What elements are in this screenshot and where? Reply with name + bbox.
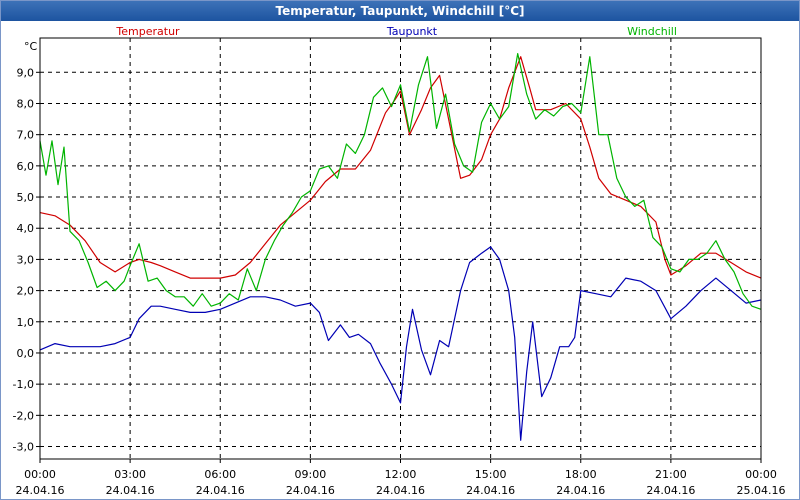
y-axis-label: °C [24, 40, 38, 53]
y-tick-label: -2,0 [13, 409, 34, 422]
x-tick-date: 24.04.16 [106, 484, 155, 497]
series-line-taupunkt [39, 246, 762, 441]
grid [40, 38, 761, 459]
y-tick-label: -3,0 [13, 441, 34, 454]
y-tick-label: 6,0 [17, 160, 35, 173]
x-tick-time: 03:00 [114, 468, 146, 481]
x-axis-ticks: 00:00 24.04.16 03:00 24.04.16 06:00 24.04.16 0… [16, 459, 786, 497]
series-line-temperatur [39, 56, 762, 279]
x-tick-date: 24.04.16 [196, 484, 245, 497]
y-tick-label: 3,0 [17, 253, 35, 266]
y-tick-label: 0,0 [17, 347, 35, 360]
x-tick-date: 24.04.16 [286, 484, 335, 497]
window-title: Temperatur, Taupunkt, Windchill [°C] [1, 1, 799, 21]
x-tick-time: 06:00 [204, 468, 236, 481]
series [39, 53, 762, 441]
x-tick-date: 24.04.16 [376, 484, 425, 497]
y-tick-label: 5,0 [17, 191, 35, 204]
x-tick-time: 12:00 [385, 468, 417, 481]
legend-temperatur: Temperatur [115, 25, 180, 38]
plot-frame [39, 37, 762, 460]
y-tick-label: -1,0 [13, 378, 34, 391]
x-tick-date: 25.04.16 [737, 484, 786, 497]
y-tick-label: 1,0 [17, 316, 35, 329]
x-tick-time: 15:00 [475, 468, 507, 481]
x-tick-time: 00:00 [24, 468, 56, 481]
x-tick-time: 00:00 [745, 468, 777, 481]
y-tick-label: 7,0 [17, 129, 35, 142]
x-tick-date: 24.04.16 [466, 484, 515, 497]
x-tick-date: 24.04.16 [556, 484, 605, 497]
x-tick-date: 24.04.16 [646, 484, 695, 497]
y-tick-label: 4,0 [17, 222, 35, 235]
y-tick-label: 8,0 [17, 97, 35, 110]
legend: Temperatur Taupunkt Windchill [115, 25, 677, 38]
x-tick-time: 09:00 [295, 468, 327, 481]
legend-taupunkt: Taupunkt [386, 25, 438, 38]
legend-windchill: Windchill [627, 25, 677, 38]
y-tick-label: 2,0 [17, 285, 35, 298]
series-line-windchill [39, 53, 762, 310]
x-tick-time: 18:00 [565, 468, 597, 481]
y-tick-label: 9,0 [17, 66, 35, 79]
y-axis-ticks: 9,0 8,0 7,0 6,0 5,0 4,0 3,0 2,0 1,0 0,0 -1,0 -2,0 -3… [13, 66, 40, 454]
x-tick-date: 24.04.16 [16, 484, 65, 497]
x-tick-time: 21:00 [655, 468, 687, 481]
